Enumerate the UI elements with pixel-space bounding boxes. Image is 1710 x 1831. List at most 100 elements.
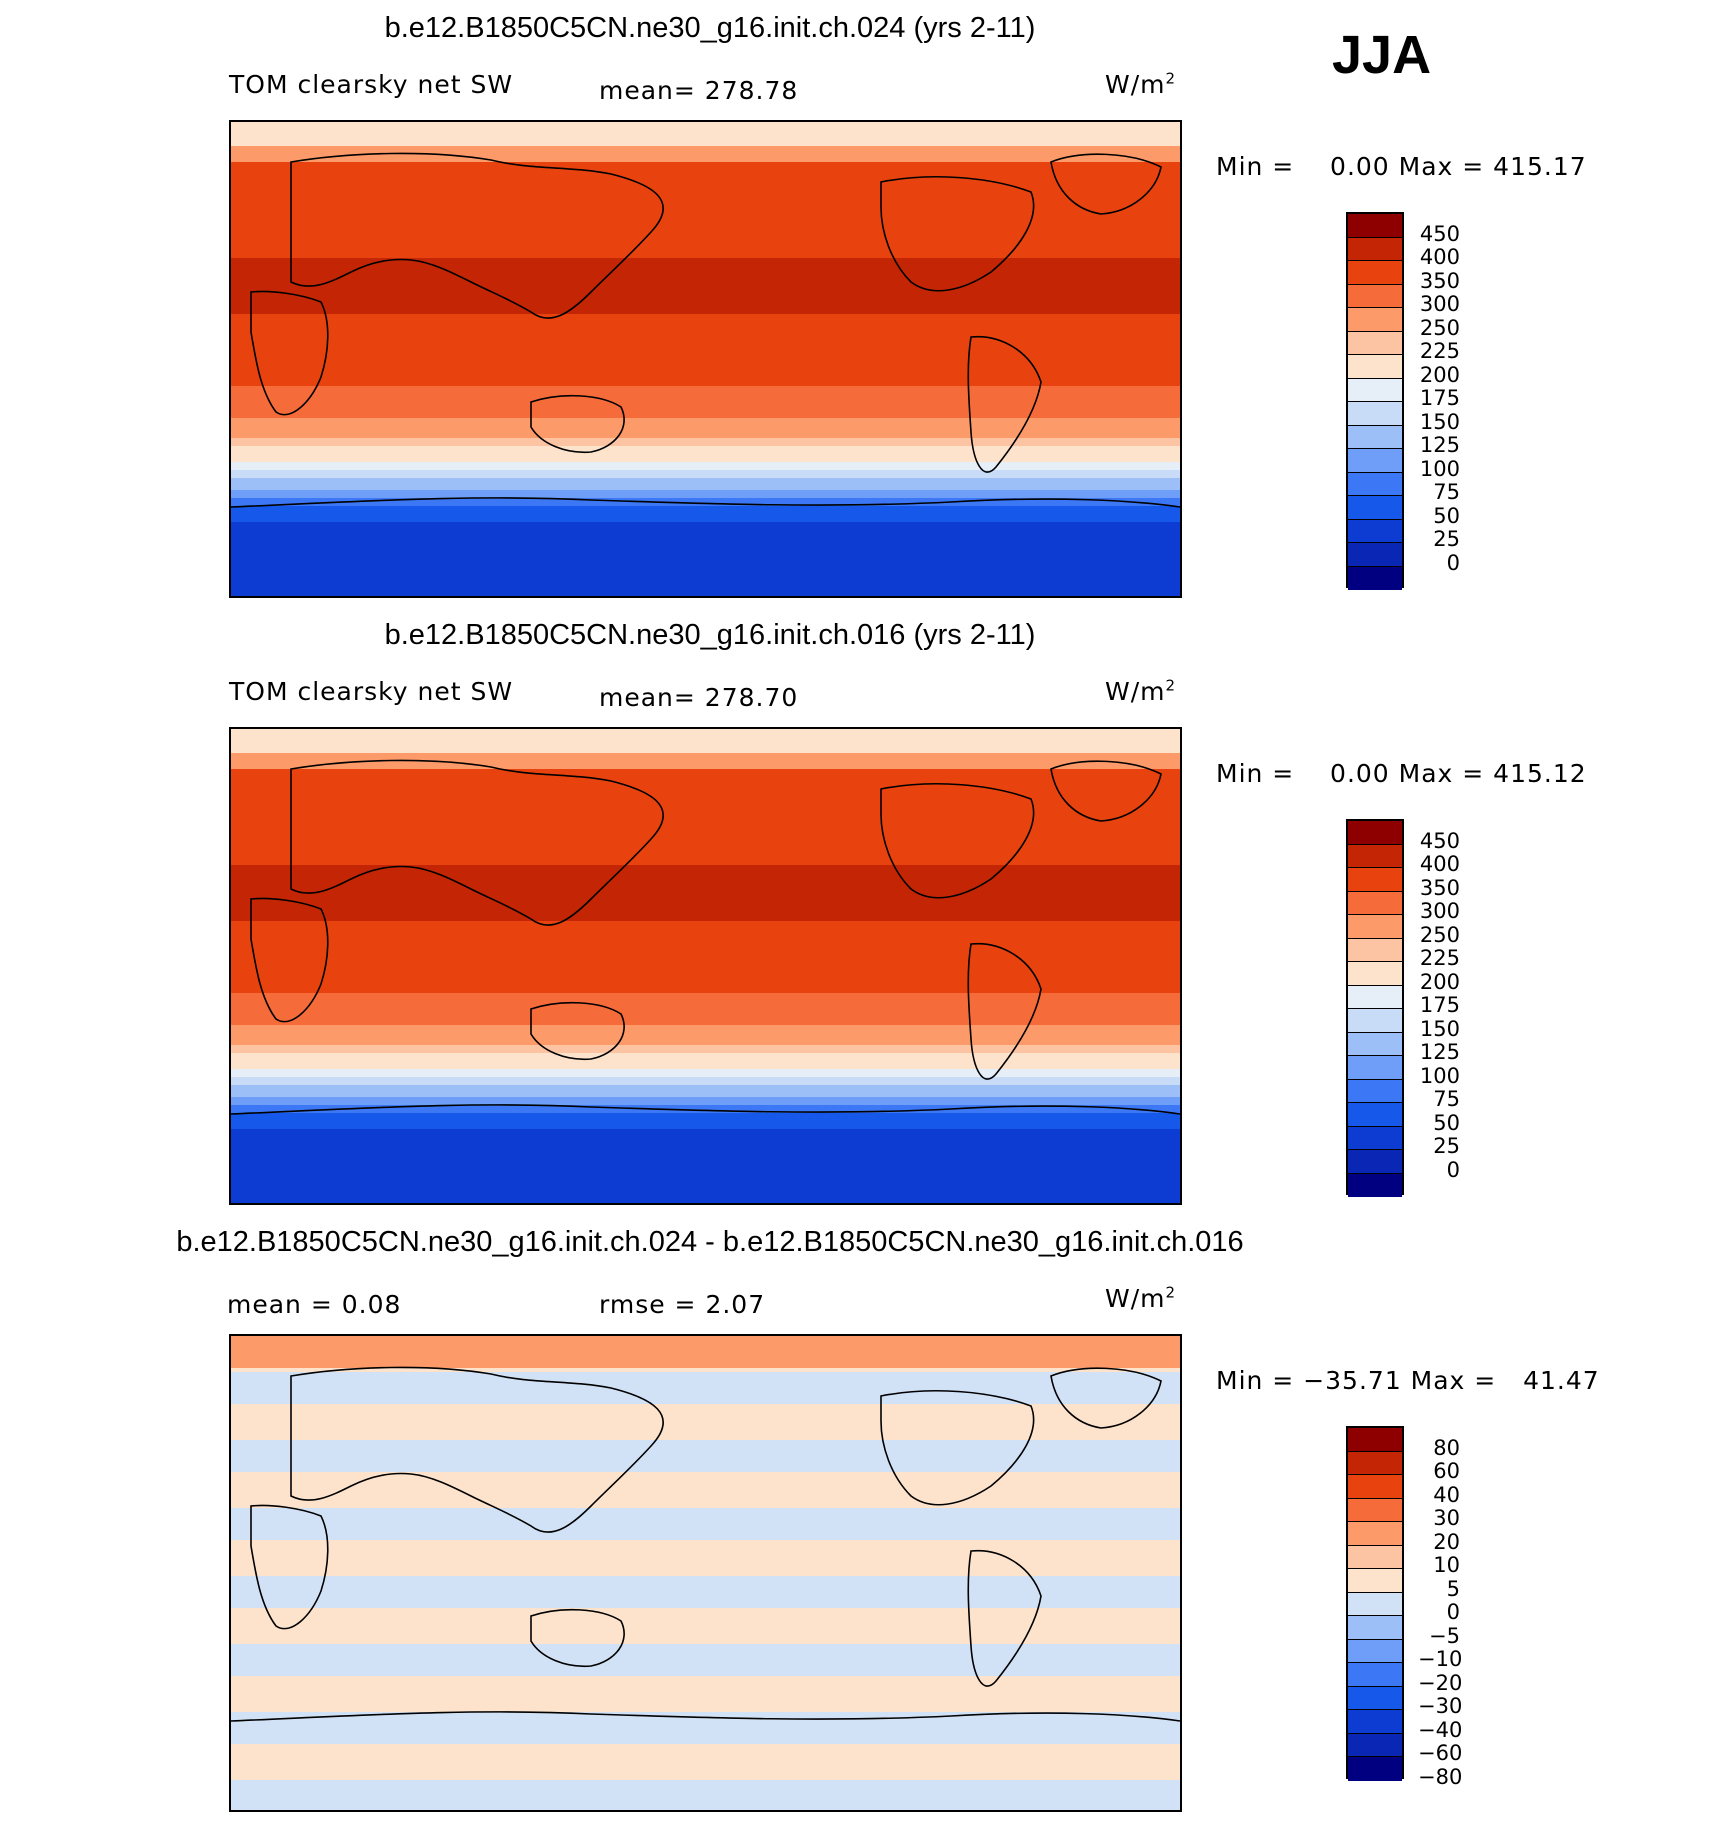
contour-band xyxy=(231,1528,1180,1533)
coastline xyxy=(967,335,1042,473)
contour-band xyxy=(231,122,1180,127)
contour-band xyxy=(231,901,1180,906)
contour-band xyxy=(231,370,1180,375)
contour-band xyxy=(231,1504,1180,1509)
contour-band xyxy=(231,809,1180,814)
colorbar-swatch xyxy=(1348,1639,1402,1663)
contour-band xyxy=(231,326,1180,331)
contour-band xyxy=(231,1448,1180,1453)
contour-band xyxy=(231,494,1180,499)
contour-band xyxy=(231,558,1180,563)
contour-band xyxy=(231,482,1180,487)
contour-band xyxy=(231,426,1180,431)
colorbar-swatch xyxy=(1348,214,1402,238)
colorbar xyxy=(1346,212,1404,590)
contour-band xyxy=(231,594,1180,596)
contour-band xyxy=(231,1756,1180,1761)
panel-title: b.e12.B1850C5CN.ne30_g16.init.ch.024 (yr… xyxy=(384,12,1036,44)
coastline xyxy=(250,290,329,416)
contour-band xyxy=(231,1380,1180,1385)
contour-band xyxy=(231,442,1180,447)
mean-label: mean= 278.70 xyxy=(599,683,799,712)
contour-band xyxy=(231,150,1180,155)
contour-band xyxy=(231,1161,1180,1166)
contour-band xyxy=(231,422,1180,427)
colorbar-tick-label: 0 xyxy=(1446,1157,1460,1182)
contour-band xyxy=(231,1500,1180,1505)
colorbar-tick-label: 100 xyxy=(1419,456,1460,481)
contour-band xyxy=(231,330,1180,335)
contour-band xyxy=(231,182,1180,187)
contour-band xyxy=(231,1129,1180,1134)
contour-band xyxy=(231,869,1180,874)
contour-band xyxy=(231,534,1180,539)
contour-band xyxy=(231,1548,1180,1553)
contour-band xyxy=(231,1700,1180,1705)
contour-band xyxy=(231,801,1180,806)
contour-band xyxy=(231,526,1180,531)
contour-band xyxy=(231,757,1180,762)
contour-band xyxy=(231,1189,1180,1194)
contour-band xyxy=(231,130,1180,135)
contour-band xyxy=(231,294,1180,299)
contour-band xyxy=(231,877,1180,882)
colorbar-tick-label: 40 xyxy=(1433,1482,1460,1507)
contour-band xyxy=(231,777,1180,782)
contour-band xyxy=(231,570,1180,575)
contour-band xyxy=(231,210,1180,215)
contour-band xyxy=(231,1664,1180,1669)
contour-band xyxy=(231,973,1180,978)
contour-band xyxy=(231,378,1180,383)
units-label: W/m2 xyxy=(1105,69,1177,99)
contour-band xyxy=(231,741,1180,746)
contour-band xyxy=(231,282,1180,287)
contour-band xyxy=(231,1584,1180,1589)
contour-band xyxy=(231,174,1180,179)
contour-band xyxy=(231,1408,1180,1413)
contour-band xyxy=(231,753,1180,758)
colorbar-tick-label: 450 xyxy=(1419,221,1460,246)
contour-band xyxy=(231,450,1180,455)
colorbar-tick-label: 50 xyxy=(1433,503,1460,528)
contour-band xyxy=(231,1073,1180,1078)
contour-band xyxy=(231,861,1180,866)
colorbar-tick-label: 225 xyxy=(1419,339,1460,363)
contour-band xyxy=(231,1424,1180,1429)
contour-band xyxy=(231,1492,1180,1497)
contour-band xyxy=(231,1053,1180,1058)
coastline xyxy=(967,1549,1042,1687)
contour-band xyxy=(231,470,1180,475)
colorbar-swatch xyxy=(1348,1569,1402,1593)
contour-band xyxy=(231,1672,1180,1677)
colorbar-tick-label: 60 xyxy=(1433,1459,1460,1483)
contour-band xyxy=(231,1628,1180,1633)
colorbar-swatch xyxy=(1348,938,1402,962)
contour-band xyxy=(231,997,1180,1002)
panel-2: b.e12.B1850C5CN.ne30_g16.init.ch.016 (yr… xyxy=(0,619,1710,1219)
colorbar-swatch xyxy=(1348,237,1402,261)
contour-band xyxy=(231,1432,1180,1437)
contour-band xyxy=(231,354,1180,359)
contour-band xyxy=(231,873,1180,878)
contour-band xyxy=(231,166,1180,171)
colorbar-swatch xyxy=(1348,1079,1402,1103)
mean-label: mean= 278.78 xyxy=(599,76,799,105)
contour-band xyxy=(231,250,1180,255)
contour-band xyxy=(231,1185,1180,1190)
contour-band xyxy=(231,1440,1180,1445)
contour-band xyxy=(231,506,1180,511)
colorbar-swatch xyxy=(1348,1522,1402,1546)
colorbar-swatch xyxy=(1348,985,1402,1009)
contour-band xyxy=(231,510,1180,515)
map-svg xyxy=(231,1336,1180,1810)
contour-band xyxy=(231,1061,1180,1066)
contour-band xyxy=(231,829,1180,834)
contour-band xyxy=(231,1001,1180,1006)
contour-band xyxy=(231,1356,1180,1361)
contour-band xyxy=(231,945,1180,950)
contour-band xyxy=(231,1348,1180,1353)
colorbar-swatch xyxy=(1348,1710,1402,1734)
contour-band xyxy=(231,518,1180,523)
contour-band xyxy=(231,1648,1180,1653)
coastline xyxy=(880,1390,1035,1506)
